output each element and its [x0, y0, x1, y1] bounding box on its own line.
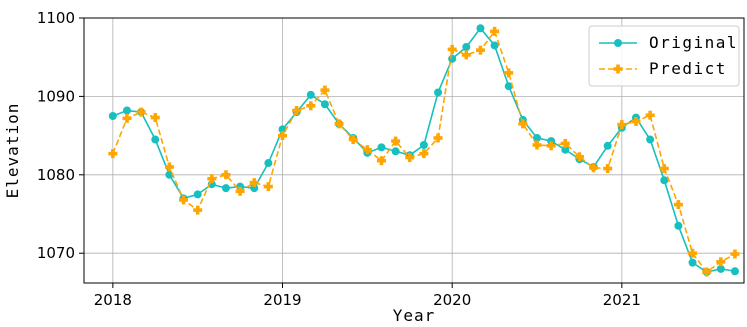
original-point — [377, 143, 386, 152]
legend: Original Predict — [588, 25, 740, 87]
predict-point — [221, 170, 231, 180]
predict-point — [235, 186, 245, 196]
original-point — [688, 258, 697, 267]
legend-label: Predict — [649, 59, 727, 78]
predict-point — [320, 85, 330, 95]
predict-point — [730, 249, 740, 259]
predict-point — [546, 141, 556, 151]
original-point — [419, 141, 428, 150]
predict-point — [589, 163, 599, 173]
original-point — [250, 184, 259, 193]
legend-marker — [614, 39, 622, 47]
y-tick-label: 1070 — [37, 244, 75, 262]
predict-point — [419, 149, 429, 159]
predict-point — [405, 153, 415, 163]
original-point — [603, 141, 612, 150]
predict-point — [447, 44, 457, 54]
legend-item-predict: Predict — [599, 59, 727, 78]
series-layer — [108, 24, 740, 277]
predict-point — [702, 267, 712, 277]
predict-point — [461, 50, 471, 60]
series-predict — [108, 26, 740, 277]
original-point — [533, 133, 542, 142]
original-point — [151, 135, 160, 144]
predict-point — [617, 120, 627, 130]
predict-point — [659, 164, 669, 174]
original-point — [476, 24, 485, 33]
predict-point — [376, 156, 386, 166]
predict-point — [560, 138, 570, 148]
predict-point — [504, 68, 514, 78]
plot-frame — [83, 17, 745, 284]
predict-point — [613, 64, 623, 74]
original-point — [730, 267, 739, 276]
original-point — [306, 90, 315, 99]
original-point — [561, 145, 570, 154]
y-tick-label: 1090 — [37, 87, 75, 105]
predict-point — [518, 119, 528, 129]
predict-point — [688, 248, 698, 258]
original-point — [221, 184, 230, 193]
original-point — [660, 176, 669, 185]
predict-point — [136, 107, 146, 117]
predict-point — [292, 106, 302, 116]
predict-point — [603, 164, 613, 174]
predict-point — [263, 182, 273, 192]
predict-point — [278, 131, 288, 141]
predict-point — [673, 200, 683, 210]
original-point — [716, 264, 725, 273]
y-tick-label: 1080 — [37, 166, 75, 184]
predict-point — [574, 152, 584, 162]
x-tick-label: 2021 — [603, 291, 641, 309]
predict-point — [645, 110, 655, 120]
predict-point — [207, 174, 217, 184]
original-point — [193, 190, 202, 199]
predict-point — [532, 140, 542, 150]
predict-point — [490, 26, 500, 36]
predict-point — [334, 119, 344, 129]
predict-point — [193, 205, 203, 215]
original-point — [504, 82, 513, 91]
x-tick-label: 2018 — [94, 291, 132, 309]
axis-ticks: 2018 2019 2020 2021 1070 1080 1090 1100 — [37, 9, 641, 309]
original-point — [448, 54, 457, 63]
original-point — [278, 125, 287, 134]
y-axis-title: Elevation — [3, 103, 22, 199]
predict-point — [108, 149, 118, 159]
original-point — [122, 106, 131, 115]
original-point — [646, 135, 655, 144]
x-tick-label: 2019 — [263, 291, 301, 309]
original-point — [674, 221, 683, 230]
original-point — [391, 147, 400, 156]
legend-item-original: Original — [599, 33, 738, 52]
predict-point — [716, 257, 726, 267]
original-point — [490, 41, 499, 50]
original-point — [264, 159, 273, 168]
predict-point — [475, 45, 485, 55]
predict-point — [179, 195, 189, 205]
predict-point — [122, 113, 132, 123]
original-point — [462, 43, 471, 52]
predict-point — [249, 178, 259, 188]
predict-point — [306, 101, 316, 111]
predict-point — [164, 162, 174, 172]
predict-point — [348, 135, 358, 145]
y-tick-label: 1100 — [37, 9, 75, 27]
predict-point — [631, 116, 641, 126]
predict-line — [112, 29, 736, 274]
original-point — [434, 88, 443, 97]
original-point — [547, 137, 556, 146]
predict-point — [391, 136, 401, 146]
predict-point — [362, 145, 372, 155]
original-point — [108, 112, 117, 121]
legend-box — [588, 25, 740, 87]
original-point — [320, 100, 329, 109]
x-tick-label: 2020 — [433, 291, 471, 309]
original-point — [236, 182, 245, 191]
legend-label: Original — [649, 33, 738, 52]
predict-point — [433, 133, 443, 143]
predict-point — [150, 113, 160, 123]
x-axis-title: Year — [393, 306, 436, 325]
